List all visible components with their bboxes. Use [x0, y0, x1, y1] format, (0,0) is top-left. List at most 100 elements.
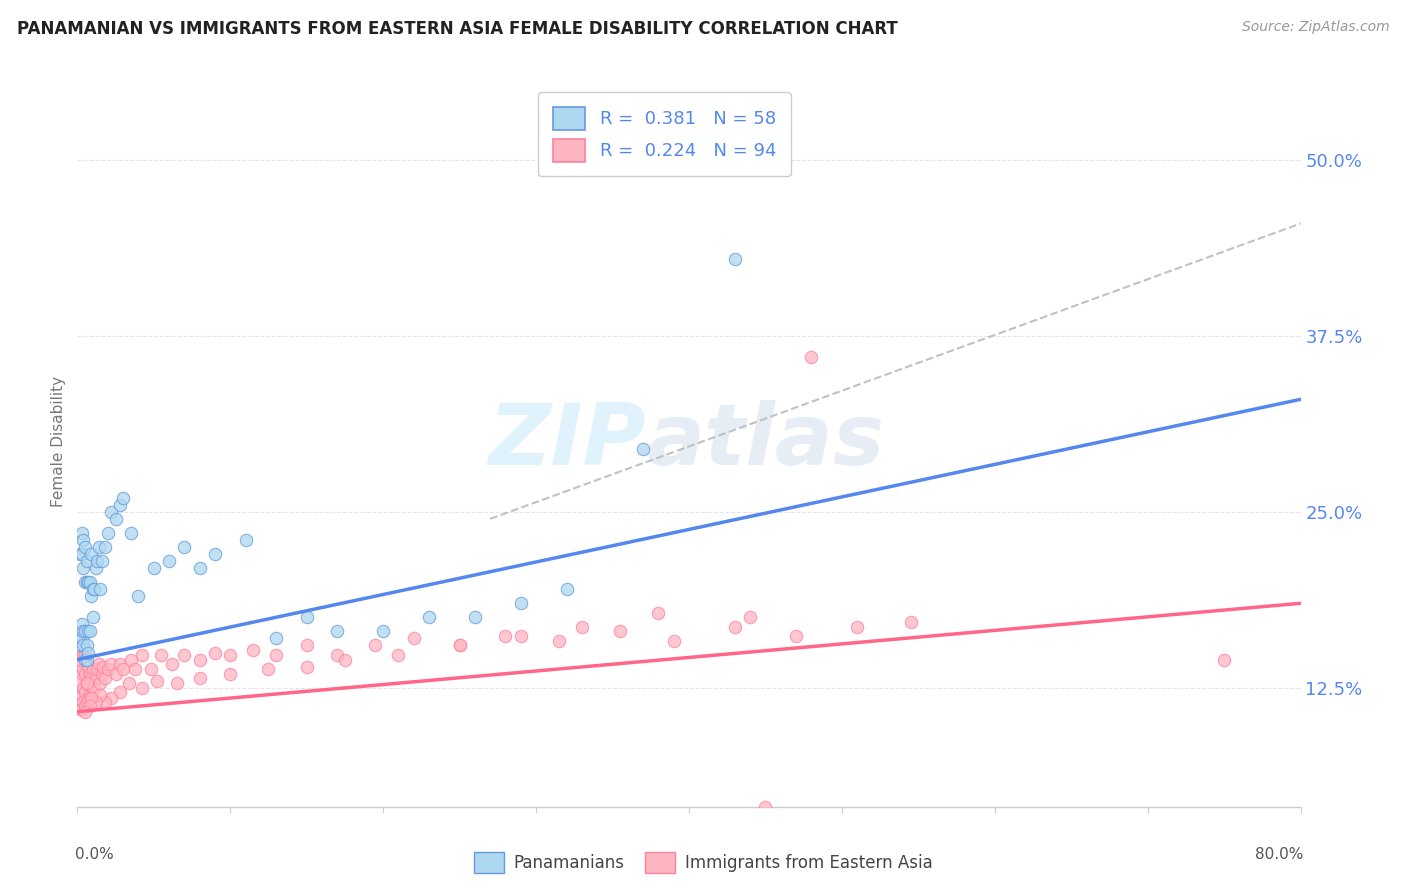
Point [402, 632, 425, 646]
Point [295, 610, 318, 624]
Point [77, 624, 100, 639]
Point [724, 252, 747, 266]
Text: Source: ZipAtlas.com: Source: ZipAtlas.com [1241, 20, 1389, 34]
Point [72, 639, 94, 653]
Point [83, 681, 105, 695]
Point [70, 666, 93, 681]
Point [204, 547, 226, 561]
Point [67, 639, 90, 653]
Point [97, 662, 120, 676]
Point [89, 676, 111, 690]
Point [87, 657, 110, 671]
Point [91, 659, 114, 673]
Point [79, 624, 101, 639]
Point [295, 639, 318, 653]
Point [70, 648, 93, 663]
Text: ZIP: ZIP [488, 400, 647, 483]
Text: atlas: atlas [647, 400, 884, 483]
Point [108, 657, 131, 671]
Point [94, 695, 117, 709]
Point [371, 624, 394, 639]
Point [80, 671, 103, 685]
Point [112, 662, 135, 676]
Point [157, 554, 180, 568]
Point [79, 698, 101, 713]
Point [131, 648, 153, 663]
Point [76, 657, 98, 671]
Point [800, 350, 823, 364]
Point [548, 634, 571, 648]
Point [79, 688, 101, 702]
Point [89, 582, 111, 597]
Point [142, 561, 165, 575]
Point [73, 624, 96, 639]
Point [449, 639, 471, 653]
Point [127, 589, 149, 603]
Point [80, 690, 103, 705]
Point [86, 662, 108, 676]
Point [72, 561, 94, 575]
Point [724, 620, 747, 634]
Point [90, 554, 112, 568]
Point [139, 662, 162, 676]
Point [70, 617, 93, 632]
Point [131, 681, 153, 695]
Text: 0.0%: 0.0% [75, 847, 114, 863]
Point [77, 575, 100, 590]
Point [495, 629, 517, 643]
Point [264, 632, 287, 646]
Legend: R =  0.381   N = 58, R =  0.224   N = 94: R = 0.381 N = 58, R = 0.224 N = 94 [538, 92, 790, 177]
Point [364, 639, 387, 653]
Point [160, 657, 183, 671]
Point [333, 652, 356, 666]
Point [72, 695, 94, 709]
Point [86, 554, 108, 568]
Point [146, 673, 169, 688]
Point [70, 632, 93, 646]
Point [219, 666, 242, 681]
Point [418, 610, 440, 624]
Point [84, 671, 107, 685]
Point [846, 620, 869, 634]
Point [72, 681, 94, 695]
Point [73, 666, 96, 681]
Point [76, 639, 98, 653]
Text: 80.0%: 80.0% [1254, 847, 1303, 863]
Point [104, 666, 127, 681]
Point [79, 666, 101, 681]
Point [69, 652, 91, 666]
Point [609, 624, 631, 639]
Point [82, 681, 104, 695]
Point [73, 705, 96, 719]
Point [79, 575, 101, 590]
Legend: Panamanians, Immigrants from Eastern Asia: Panamanians, Immigrants from Eastern Asi… [467, 846, 939, 880]
Point [662, 634, 685, 648]
Point [76, 676, 98, 690]
Y-axis label: Female Disability: Female Disability [51, 376, 66, 508]
Point [94, 540, 117, 554]
Point [100, 657, 122, 671]
Point [150, 648, 173, 663]
Point [70, 688, 93, 702]
Point [69, 632, 91, 646]
Point [219, 648, 242, 663]
Point [124, 662, 146, 676]
Point [188, 561, 211, 575]
Point [204, 646, 226, 660]
Point [73, 648, 96, 663]
Point [166, 676, 188, 690]
Point [257, 662, 280, 676]
Point [555, 582, 578, 597]
Point [100, 690, 122, 705]
Point [326, 648, 349, 663]
Point [1213, 652, 1236, 666]
Point [76, 652, 98, 666]
Point [89, 688, 111, 702]
Point [70, 526, 93, 541]
Point [118, 676, 141, 690]
Point [77, 659, 100, 673]
Point [73, 698, 96, 713]
Point [295, 659, 318, 673]
Point [740, 610, 762, 624]
Point [72, 648, 94, 663]
